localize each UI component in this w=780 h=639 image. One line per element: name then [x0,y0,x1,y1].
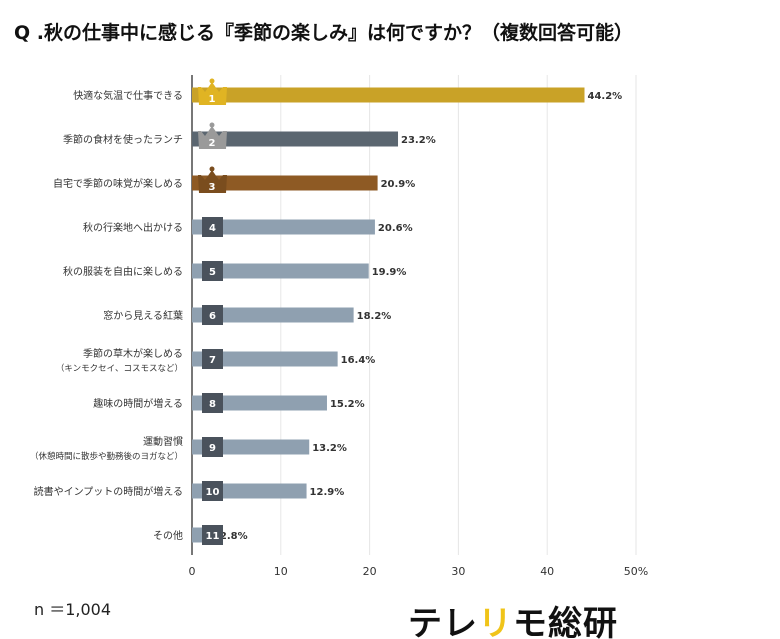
category-label: その他 [153,529,183,542]
sample-size: n ＝1,004 [34,600,112,619]
crown-jewel [209,78,215,84]
crown-icon [198,82,227,105]
category-label: 秋の行楽地へ出かける [83,221,183,234]
rank-label: 7 [209,355,216,366]
rank-badge [202,217,223,237]
x-tick-label: 50% [624,565,648,578]
rank-label: 9 [209,443,216,454]
crown-jewel [209,122,215,128]
logo-text-1: テレ [408,604,478,639]
crown-icon [198,126,227,149]
bar [192,175,378,191]
rank-label: 5 [209,267,216,278]
rank-badge [202,481,223,501]
data-label: 15.2% [330,399,365,410]
category-sublabel: （キンモクセイ、コスモスなど） [56,363,183,374]
crown-icon [198,170,227,193]
x-tick-label: 0 [189,565,196,578]
rank-badge [202,261,223,281]
category-label: 趣味の時間が増える [93,397,183,410]
rank-badge [202,437,223,457]
rank-label: 2 [209,138,216,149]
chart-title: Q .秋の仕事中に感じる『季節の楽しみ』は何ですか？（複数回答可能） [14,22,633,44]
data-label: 18.2% [357,311,392,322]
x-tick-label: 20 [363,565,377,578]
rank-label: 6 [209,311,216,322]
brand-logo: テレリモ総研 [408,596,618,639]
bar [192,395,327,411]
category-label: 秋の服装を自由に楽しめる [63,265,183,278]
rank-badge [202,305,223,325]
rank-label: 8 [209,399,216,410]
data-label: 12.9% [310,487,345,498]
x-tick-label: 10 [274,565,288,578]
bar [192,131,399,147]
rank-label: 3 [209,182,216,193]
rank-label: 1 [209,94,216,105]
category-label: 運動習慣 [143,435,183,448]
bar [192,219,375,235]
category-label: 快適な気温で仕事できる [73,89,183,102]
bar [192,263,369,279]
data-label: 13.2% [312,443,347,454]
rank-label: 4 [209,223,216,234]
rank-label: 11 [206,531,220,542]
data-label: 2.8% [220,531,248,542]
logo-text-2: リ [478,604,513,639]
rank-badge [202,393,223,413]
data-label: 44.2% [587,91,622,102]
category-label: 読書やインプットの時間が増える [34,485,183,498]
data-label: 16.4% [341,355,376,366]
logo-text-3: モ総研 [513,604,618,639]
rank-badge [202,525,223,545]
category-sublabel: （休憩時間に散歩や勤務後のヨガなど） [30,451,183,462]
bar [192,307,354,323]
category-label: 窓から見える紅葉 [103,309,183,322]
x-tick-label: 40 [540,565,554,578]
data-label: 19.9% [372,267,407,278]
crown-jewel [209,166,215,172]
category-label: 季節の草木が楽しめる [83,347,183,360]
data-label: 20.6% [378,223,413,234]
rank-badge [202,349,223,369]
bar [192,87,585,103]
rank-label: 10 [206,487,220,498]
category-label: 自宅で季節の味覚が楽しめる [53,177,183,190]
data-label: 20.9% [381,179,416,190]
category-label: 季節の食材を使ったランチ [63,133,183,146]
x-tick-label: 30 [451,565,465,578]
bar [192,351,338,367]
data-label: 23.2% [401,135,436,146]
